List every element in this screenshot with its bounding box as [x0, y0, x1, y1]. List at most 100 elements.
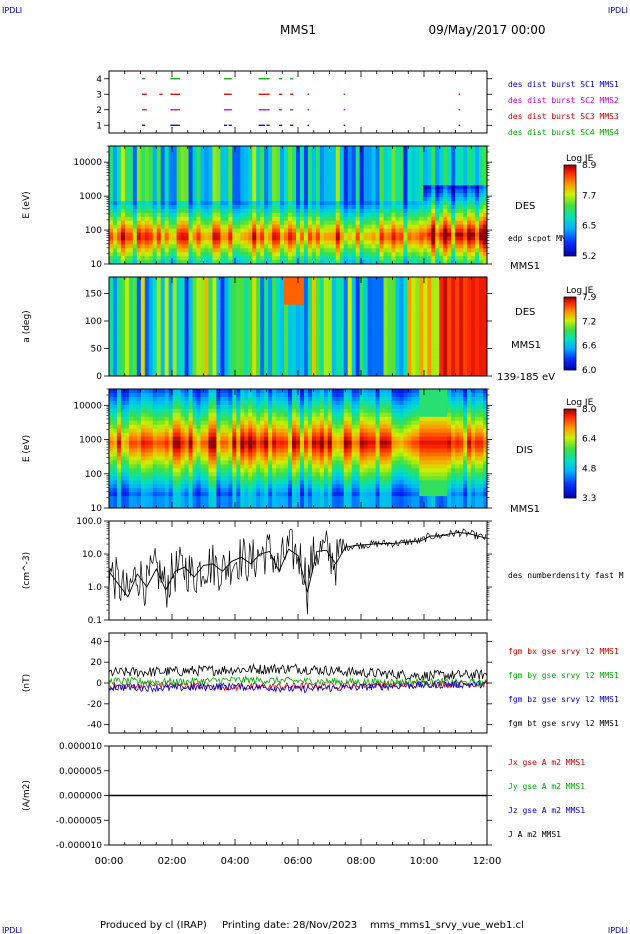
pitch-spectrogram-cell — [399, 300, 404, 306]
des-spectrogram-cell — [192, 193, 197, 198]
des-spectrogram-cell — [136, 157, 142, 163]
pitch-spectrogram-cell — [112, 336, 118, 341]
des-spectrogram-cell — [236, 260, 241, 265]
des-spectrogram-cell — [395, 228, 400, 233]
des-spectrogram-cell — [483, 153, 488, 159]
pitch-spectrogram-cell — [156, 356, 162, 361]
des-spectrogram-cell — [256, 252, 261, 257]
des-spectrogram-cell — [196, 189, 201, 194]
des-spectrogram-cell — [359, 256, 365, 261]
des-spectrogram-cell — [307, 181, 313, 186]
des-spectrogram-cell — [351, 189, 357, 194]
des-spectrogram-cell — [244, 165, 249, 170]
des-spectrogram-cell — [252, 169, 257, 174]
des-spectrogram-cell — [272, 208, 277, 214]
des-spectrogram-cell — [415, 228, 420, 233]
pitch-spectrogram-cell — [375, 292, 380, 298]
pitch-spectrogram-cell — [184, 296, 189, 302]
des-spectrogram-cell — [156, 197, 162, 202]
des-spectrogram-cell — [319, 224, 325, 229]
pitch-spectrogram-cell — [208, 340, 213, 345]
des-spectrogram-cell — [220, 212, 225, 218]
pitch-spectrogram-cell — [315, 344, 321, 349]
des-spectrogram-cell — [172, 193, 178, 198]
pitch-spectrogram-cell — [268, 316, 273, 321]
des-spectrogram-cell — [363, 153, 369, 159]
pitch-spectrogram-cell — [144, 344, 150, 349]
des-spectrogram-cell — [395, 201, 400, 206]
pitch-spectrogram-cell — [343, 368, 349, 373]
pitch-spectrogram-cell — [288, 344, 293, 349]
des-spectrogram-cell — [411, 216, 416, 222]
des-spectrogram-cell — [323, 185, 329, 190]
pitch-spectrogram-cell — [343, 292, 349, 298]
pitch-spectrogram-cell — [156, 340, 162, 345]
pitch-spectrogram-cell — [116, 372, 122, 377]
pitch-spectrogram-cell — [148, 344, 154, 349]
des-spectrogram-cell — [315, 153, 321, 159]
des-spectrogram-cell — [383, 153, 388, 159]
pitch-spectrogram-cell — [399, 308, 404, 314]
pitch-spectrogram-cell — [252, 364, 257, 369]
pitch-spectrogram-cell — [307, 336, 313, 341]
pitch-spectrogram-cell — [296, 308, 301, 314]
pitch-spectrogram-cell — [252, 288, 257, 294]
des-spectrogram-cell — [204, 146, 209, 151]
des-spectrogram-cell — [403, 165, 408, 170]
des-spectrogram-cell — [399, 189, 404, 194]
pitch-spectrogram-cell — [387, 352, 392, 357]
pitch-spectrogram-cell — [168, 356, 174, 361]
corner-label-top-right: IPDLI — [608, 6, 628, 15]
des-spectrogram-cell — [144, 153, 150, 159]
pitch-spectrogram-cell — [299, 296, 305, 302]
des-spectrogram-cell — [443, 197, 448, 202]
des-spectrogram-cell — [387, 244, 392, 249]
pitch-spectrogram-cell — [315, 308, 321, 314]
pitch-spectrogram-cell — [176, 328, 182, 333]
des-spectrogram-cell — [240, 236, 245, 241]
pitch-spectrogram-cell — [196, 336, 201, 341]
des-spectrogram-cell — [192, 240, 197, 245]
des-spectrogram-cell — [116, 256, 122, 261]
des-spectrogram-cell — [415, 169, 420, 174]
pitch-spectrogram-cell — [240, 300, 245, 306]
des-spectrogram-cell — [375, 146, 380, 151]
pitch-spectrogram-cell — [276, 328, 281, 333]
des-spectrogram-cell — [311, 165, 317, 170]
pitch-spectrogram-cell — [180, 340, 185, 345]
pitch-spectrogram-cell — [176, 300, 182, 306]
des-spectrogram-cell — [292, 185, 297, 190]
des-spectrogram-cell — [423, 185, 428, 190]
des-spectrogram-cell — [399, 205, 404, 210]
pitch-spectrogram-cell — [395, 372, 400, 377]
pitch-spectrogram-cell — [144, 324, 150, 329]
pitch-spectrogram-cell — [260, 288, 265, 294]
des-spectrogram-cell — [475, 149, 480, 155]
pitch-spectrogram-cell — [156, 277, 162, 282]
des-spectrogram-cell — [411, 244, 416, 249]
des-spectrogram-cell — [248, 236, 253, 241]
pitch-spectrogram-cell — [204, 320, 209, 325]
pitch-spectrogram-cell — [240, 312, 245, 317]
pitch-spectrogram-cell — [244, 292, 249, 298]
pitch-spectrogram-cell — [248, 288, 253, 294]
des-spectrogram-cell — [451, 181, 456, 186]
pitch-spectrogram-cell — [335, 324, 341, 329]
pitch-spectrogram-cell — [244, 308, 249, 314]
des-spectrogram-cell — [124, 193, 130, 198]
pitch-spectrogram-cell — [109, 288, 114, 294]
des-spectrogram-cell — [288, 212, 293, 218]
des-spectrogram-cell — [343, 216, 349, 222]
des-spectrogram-cell — [415, 232, 420, 237]
pitch-spectrogram-cell — [224, 308, 229, 314]
pitch-spectrogram-cell — [132, 292, 138, 298]
des-spectrogram-cell — [387, 197, 392, 202]
des-spectrogram-cell — [483, 208, 488, 214]
pitch-spectrogram-cell — [244, 296, 249, 302]
pitch-spectrogram-cell — [319, 364, 325, 369]
des-spectrogram-cell — [483, 236, 488, 241]
pitch-spectrogram-cell — [335, 296, 341, 302]
des-spectrogram-cell — [299, 161, 305, 167]
des-spectrogram-cell — [319, 146, 325, 151]
des-spectrogram-cell — [280, 181, 285, 186]
